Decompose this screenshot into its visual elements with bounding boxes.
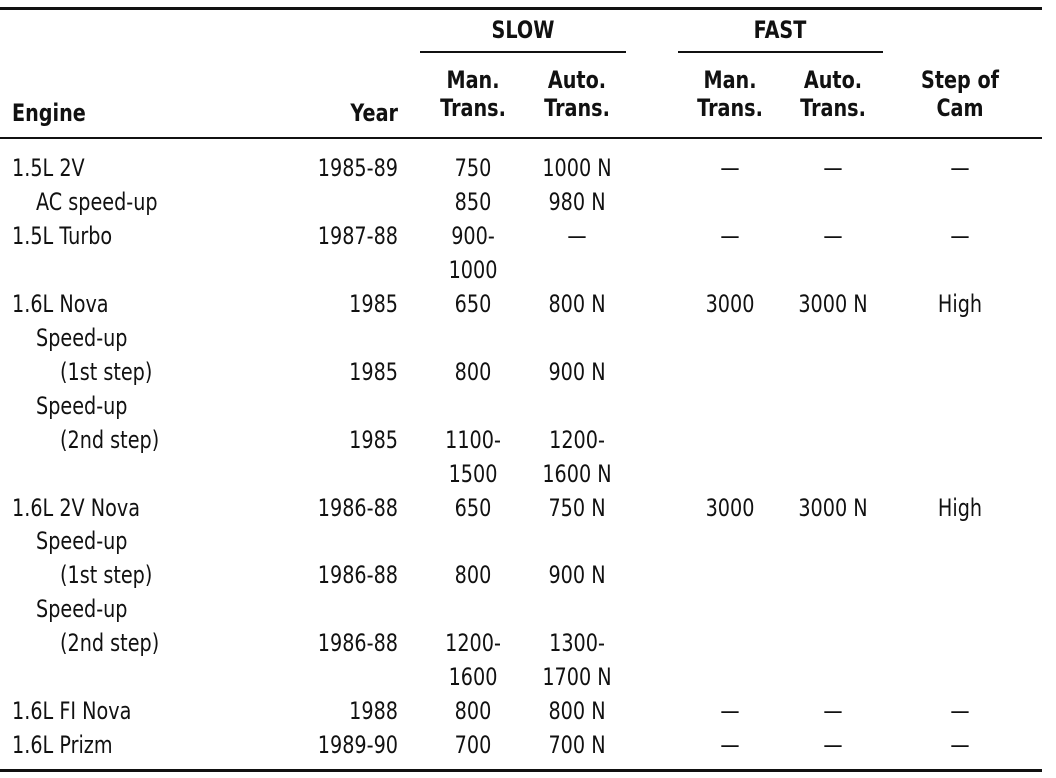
column-header: Trans. xyxy=(440,94,506,122)
column-header: Auto. xyxy=(803,66,863,94)
cell: 800 xyxy=(454,561,492,590)
cell: 1600 N xyxy=(542,459,612,488)
engine-cell: (1st step) xyxy=(60,357,153,386)
cell: 1986-88 xyxy=(317,561,398,590)
cell: 3000 xyxy=(705,493,755,522)
cell: 1200- xyxy=(549,425,605,454)
cell: — xyxy=(823,697,843,726)
cell: 1200- xyxy=(445,629,501,658)
cell: 1985-89 xyxy=(317,154,398,182)
cell: 1985 xyxy=(349,425,398,454)
bottom-rule xyxy=(0,769,1042,772)
cell: 1985 xyxy=(349,289,398,318)
engine-cell: AC speed-up xyxy=(36,187,158,216)
cell: — xyxy=(823,731,843,760)
cell: 900- xyxy=(451,221,495,250)
column-header: Engine xyxy=(12,99,86,127)
cell: 1700 N xyxy=(542,663,612,692)
engine-cell: (1st step) xyxy=(60,561,153,590)
column-header: Trans. xyxy=(544,94,610,122)
engine-cell: 1.6L Nova xyxy=(12,289,109,318)
engine-cell: Speed-up xyxy=(36,391,128,420)
engine-cell: 1.6L Prizm xyxy=(12,731,113,760)
cell: — xyxy=(720,697,740,726)
cell: 3000 N xyxy=(798,289,868,318)
cell: 1500 xyxy=(448,459,498,488)
cell: — xyxy=(720,154,740,182)
column-header: Man. xyxy=(446,66,500,94)
cell: 1000 N xyxy=(542,154,612,182)
engine-cell: (2nd step) xyxy=(60,425,160,454)
cell: 3000 N xyxy=(798,493,868,522)
engine-cell: 1.5L 2V xyxy=(12,154,85,182)
cell: — xyxy=(950,221,970,250)
engine-cell: Speed-up xyxy=(36,527,128,556)
engine-cell: 1.6L FI Nova xyxy=(12,697,132,726)
cell: 1600 xyxy=(448,663,498,692)
cell: — xyxy=(950,154,970,182)
cell: 1988 xyxy=(349,697,398,726)
cell: 800 N xyxy=(548,289,606,318)
column-header: Auto. xyxy=(547,66,607,94)
header-rule xyxy=(0,137,1042,139)
cell: — xyxy=(950,731,970,760)
column-header: Step of xyxy=(921,66,999,94)
engine-cell: Speed-up xyxy=(36,595,128,624)
cell: 900 N xyxy=(548,357,606,386)
column-header: Cam xyxy=(936,94,984,122)
column-header: Trans. xyxy=(800,94,866,122)
cell: 1300- xyxy=(549,629,605,658)
top-rule xyxy=(0,7,1042,10)
cell: 3000 xyxy=(705,289,755,318)
cell: — xyxy=(823,154,843,182)
cell: — xyxy=(720,221,740,250)
cell: 1987-88 xyxy=(317,221,398,250)
cell: 800 xyxy=(454,357,492,386)
cell: — xyxy=(950,697,970,726)
group-header: FAST xyxy=(753,16,807,44)
fast-rule xyxy=(678,51,883,53)
cell: 650 xyxy=(454,289,492,318)
cell: 1000 xyxy=(448,255,498,284)
group-header: SLOW xyxy=(491,16,555,44)
cell: 750 N xyxy=(548,493,606,522)
column-header: Man. xyxy=(703,66,757,94)
cell: 1989-90 xyxy=(317,731,398,760)
engine-cell: Speed-up xyxy=(36,323,128,352)
cell: 700 xyxy=(454,731,492,760)
cell: 1985 xyxy=(349,357,398,386)
engine-cell: 1.6L 2V Nova xyxy=(12,493,141,522)
cell: 980 N xyxy=(548,187,606,216)
slow-rule xyxy=(420,51,626,53)
cell: 750 xyxy=(454,154,492,182)
cell: 650 xyxy=(454,493,492,522)
column-header: Trans. xyxy=(697,94,763,122)
column-header: Year xyxy=(350,99,398,127)
cell: High xyxy=(937,289,983,318)
cell: — xyxy=(720,731,740,760)
cell: 800 N xyxy=(548,697,606,726)
cell: 1986-88 xyxy=(317,493,398,522)
cell: High xyxy=(937,493,983,522)
engine-cell: (2nd step) xyxy=(60,629,160,658)
cell: — xyxy=(823,221,843,250)
cell: 700 N xyxy=(548,731,606,760)
cell: — xyxy=(567,221,587,250)
cell: 850 xyxy=(454,187,492,216)
engine-cell: 1.5L Turbo xyxy=(12,221,113,250)
cell: 900 N xyxy=(548,561,606,590)
cell: 1986-88 xyxy=(317,629,398,658)
cell: 1100- xyxy=(445,425,501,454)
cell: 800 xyxy=(454,697,492,726)
